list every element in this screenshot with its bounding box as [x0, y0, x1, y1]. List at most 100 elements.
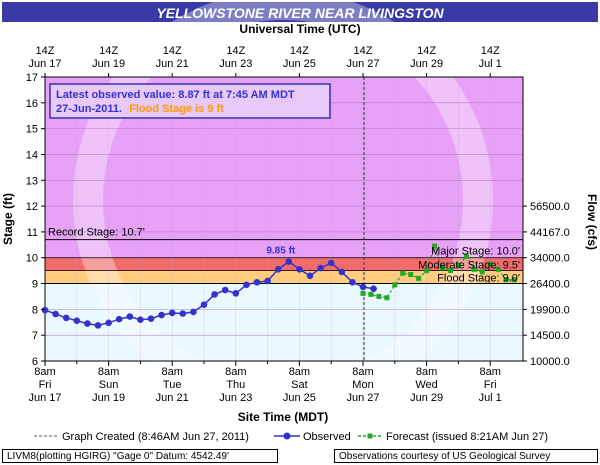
x-tick-label: Mon [352, 379, 373, 391]
forecast-point [447, 268, 453, 274]
plot-border [44, 76, 524, 362]
forecast-point [416, 275, 422, 281]
x-tick-label: Jun 23 [219, 392, 252, 404]
labels-layer: 6 7 8 9 10 11 12 13 14 15 16 17 10000.0 14500.0 19900.… [26, 45, 570, 404]
observed-point [115, 315, 123, 323]
forecast-point [360, 290, 366, 296]
legend-observed: Observed [303, 431, 351, 443]
forecast-point [400, 270, 406, 276]
observed-point [200, 301, 208, 309]
top-tick-label: 14Z [99, 45, 118, 57]
moderate-stage-label: Moderate Stage: 9.5' [418, 260, 520, 272]
observed-point [317, 264, 324, 272]
forecast-point [511, 277, 517, 283]
y-tick-label: 8 [32, 304, 38, 316]
y-tick-label: 14 [26, 149, 38, 161]
y-tick-label: 11 [27, 227, 38, 239]
forecast-point [503, 277, 509, 283]
forecast-point [432, 243, 438, 249]
forecast-point [487, 261, 493, 267]
forecast-point [440, 265, 445, 271]
info-box [49, 83, 331, 119]
footer-datum: LIVM8(plotting HGIRG) "Gage 0" Datum: 45… [2, 449, 278, 463]
legend-graph-created: Graph Created (8:46AM Jun 27, 2011) [62, 431, 249, 443]
observed-point [73, 317, 81, 325]
observed-point [221, 286, 229, 294]
observed-point [190, 308, 197, 316]
x-tick-label: Jun 29 [410, 392, 443, 404]
top-tick-label: Jun 21 [156, 58, 189, 70]
observed-point [62, 314, 70, 322]
observed-point [168, 309, 176, 317]
observed-point [52, 310, 59, 318]
observed-point [84, 320, 91, 327]
y-tick-label: 9 [32, 279, 38, 291]
observed-point [370, 285, 377, 293]
y-tick-label: 12 [26, 201, 38, 213]
forecast-point [495, 266, 501, 272]
series-layer [41, 243, 517, 329]
top-axis-title: Universal Time (UTC) [239, 22, 360, 36]
x-tick-label: 8am [34, 366, 55, 378]
observed-point [253, 278, 261, 286]
top-tick-label: Jul 1 [479, 58, 502, 70]
observed-point [211, 291, 218, 298]
forecast-point [471, 266, 477, 272]
x-tick-label: Fri [39, 379, 52, 391]
threshold-lines [44, 76, 524, 362]
top-tick-label: 14Z [226, 45, 245, 57]
observed-point [327, 259, 335, 267]
top-tick-label: Jun 19 [92, 58, 125, 70]
top-tick-label: 14Z [36, 45, 55, 57]
forecast-point [408, 272, 414, 278]
observed-point [349, 278, 356, 286]
footer-credit: Observations courtesy of US Geological S… [334, 449, 598, 463]
forecast-point [463, 253, 469, 259]
x-tick-label: 8am [225, 366, 246, 378]
forecast-point [479, 269, 485, 275]
info-date: 27-Jun-2011. [56, 103, 122, 115]
title-bar: YELLOWSTONE RIVER NEAR LIVINGSTON [2, 2, 598, 22]
flow-tick-label: 10000.0 [530, 356, 570, 368]
x-tick-label: Sun [99, 379, 119, 391]
info-flood-stage: Flood Stage is 9 ft [129, 103, 224, 115]
x-tick-label: Tue [163, 379, 182, 391]
top-tick-label: Jun 25 [283, 58, 316, 70]
observed-point [147, 315, 155, 322]
x-tick-label: Wed [415, 379, 437, 391]
y-tick-label: 15 [26, 124, 38, 136]
flow-tick-label: 34000.0 [530, 253, 570, 265]
legend-forecast: Forecast (issued 8:21AM Jun 27) [386, 431, 548, 443]
forecast-point [392, 282, 398, 288]
record-stage-label: Record Stage: 10.7' [48, 227, 145, 239]
observed-point [232, 290, 240, 297]
info-line-2: 27-Jun-2011. Flood Stage is 9 ft [56, 103, 224, 115]
y-axis-title: Stage (ft) [1, 193, 15, 245]
forecast-point [368, 291, 374, 297]
y-tick-label: 7 [32, 330, 38, 342]
observed-point [94, 322, 102, 329]
observed-point [296, 266, 303, 273]
observed-point [126, 313, 134, 320]
legend: Graph Created (8:46AM Jun 27, 2011) Obse… [34, 431, 548, 443]
observed-point [359, 283, 367, 291]
observed-point [274, 266, 282, 273]
y-tick-label: 13 [26, 175, 38, 187]
info-line-1: Latest observed value: 8.87 ft at 7:45 A… [56, 89, 295, 101]
chart-title: YELLOWSTONE RIVER NEAR LIVINGSTON [156, 5, 444, 21]
watermark-ring [73, 0, 493, 410]
observed-point [264, 277, 271, 285]
flow-tick-label: 44167.0 [530, 227, 570, 239]
forecast-point [376, 293, 382, 299]
top-tick-label: 14Z [417, 45, 436, 57]
legend-observed-marker [283, 432, 291, 440]
top-tick-label: 14Z [354, 45, 373, 57]
x-axis-title: Site Time (MDT) [238, 410, 328, 424]
top-tick-label: Jun 23 [219, 58, 252, 70]
x-tick-label: 8am [352, 366, 373, 378]
observed-point [137, 316, 144, 323]
top-tick-label: Jun 17 [28, 58, 61, 70]
x-tick-label: 8am [479, 366, 500, 378]
x-tick-label: 8am [98, 366, 119, 378]
